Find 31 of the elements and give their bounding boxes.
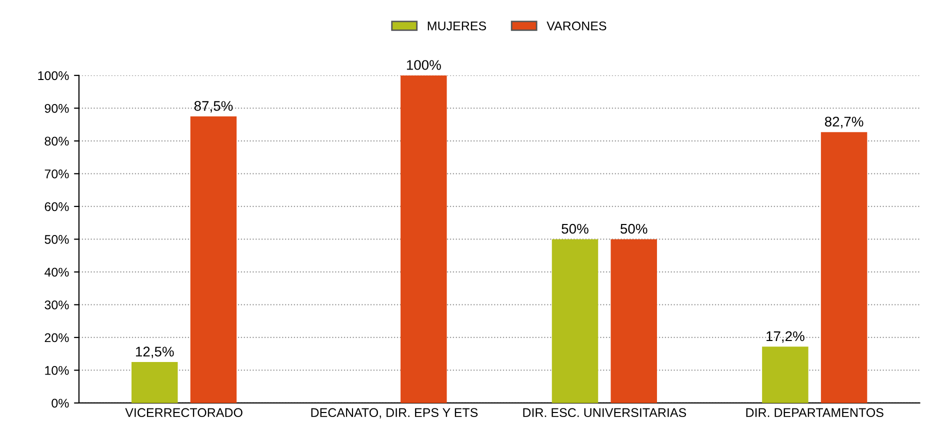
y-tick-label: 60%: [44, 202, 69, 212]
data-label: 12,5%: [136, 346, 174, 358]
y-tick-label: 100%: [38, 71, 69, 80]
y-tick-label: 30%: [44, 300, 69, 310]
bar: [132, 362, 178, 403]
y-tick-label: 0%: [52, 398, 69, 408]
x-tick-label: DECANATO, DIR. EPS Y ETS: [311, 408, 478, 419]
y-tick-label: 90%: [44, 104, 69, 113]
bar: [762, 346, 808, 403]
bar: [610, 239, 657, 403]
bar: [552, 239, 598, 403]
bar: [400, 75, 447, 403]
bar: [190, 116, 237, 403]
data-label: 50%: [562, 224, 588, 234]
x-tick-label: DIR. ESC. UNIVERSITARIAS: [523, 408, 686, 418]
data-label: 50%: [620, 224, 648, 234]
data-label: 17,2%: [766, 331, 804, 343]
y-tick-label: 40%: [44, 268, 69, 277]
data-label: 82,7%: [824, 116, 864, 128]
y-tick-label: 20%: [44, 333, 69, 342]
legend-label: VARONES: [546, 21, 606, 30]
x-tick-label: VICERRECTORADO: [125, 408, 242, 418]
data-label: 100%: [406, 60, 441, 70]
y-tick-label: 70%: [44, 169, 69, 178]
data-label: 87,5%: [194, 101, 233, 112]
bar: [820, 132, 868, 403]
legend-label: MUJERES: [428, 21, 486, 30]
y-tick-label: 10%: [45, 366, 69, 375]
y-tick-label: 50%: [44, 235, 69, 244]
x-tick-label: DIR. DEPARTAMENTOS: [746, 408, 884, 418]
y-tick-label: 80%: [44, 136, 69, 146]
